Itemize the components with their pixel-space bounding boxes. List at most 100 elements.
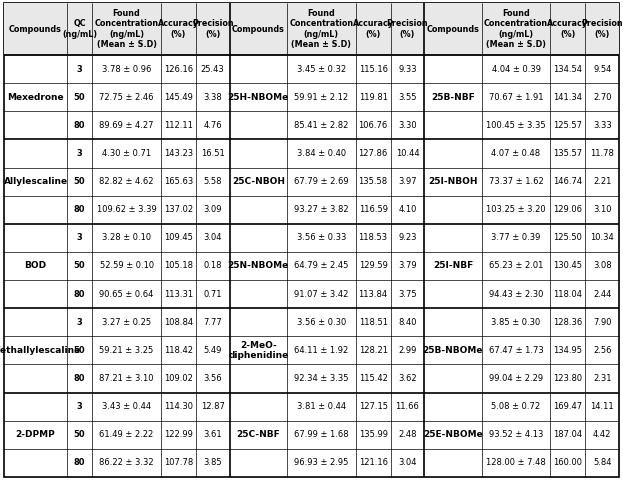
Text: 113.31: 113.31 [164, 289, 193, 299]
Text: 0.71: 0.71 [204, 289, 222, 299]
Text: 113.84: 113.84 [359, 289, 388, 299]
Text: 3.09: 3.09 [204, 205, 222, 214]
Text: 118.04: 118.04 [553, 289, 583, 299]
Text: 4.30 ± 0.71: 4.30 ± 0.71 [102, 149, 151, 158]
Text: 5.58: 5.58 [204, 177, 222, 186]
Text: 25C-NBF: 25C-NBF [236, 430, 280, 439]
Text: Found
Concentration
(ng/mL)
(Mean ± S.D): Found Concentration (ng/mL) (Mean ± S.D) [289, 9, 353, 49]
Text: 3: 3 [77, 149, 82, 158]
Text: 16.51: 16.51 [201, 149, 225, 158]
Bar [4, 3, 619, 55]
Text: 9.33: 9.33 [398, 65, 417, 73]
Text: 118.51: 118.51 [359, 318, 388, 327]
Text: 5.84: 5.84 [593, 458, 611, 468]
Text: 119.81: 119.81 [359, 93, 388, 102]
Text: 125.57: 125.57 [553, 121, 583, 130]
Text: 72.75 ± 2.46: 72.75 ± 2.46 [99, 93, 154, 102]
Text: Precision
(%): Precision (%) [581, 19, 623, 39]
Text: 93.27 ± 3.82: 93.27 ± 3.82 [294, 205, 349, 214]
Text: 9.23: 9.23 [398, 233, 417, 242]
Text: 3.85 ± 0.30: 3.85 ± 0.30 [492, 318, 541, 327]
Text: Methallylescaline: Methallylescaline [0, 346, 80, 355]
Text: 8.40: 8.40 [398, 318, 417, 327]
Text: Compounds: Compounds [427, 24, 480, 34]
Text: 129.59: 129.59 [359, 262, 388, 271]
Text: 128.36: 128.36 [553, 318, 583, 327]
Text: 3.62: 3.62 [398, 374, 417, 383]
Text: 67.79 ± 2.69: 67.79 ± 2.69 [294, 177, 349, 186]
Text: 25I-NBOH: 25I-NBOH [428, 177, 478, 186]
Text: 93.52 ± 4.13: 93.52 ± 4.13 [489, 430, 543, 439]
Text: 187.04: 187.04 [553, 430, 583, 439]
Text: 3: 3 [77, 318, 82, 327]
Text: 25H-NBOMe: 25H-NBOMe [227, 93, 289, 102]
Text: Allylescaline: Allylescaline [4, 177, 67, 186]
Text: 80: 80 [74, 289, 85, 299]
Text: 118.53: 118.53 [359, 233, 388, 242]
Text: Precision
(%): Precision (%) [192, 19, 234, 39]
Text: 3.75: 3.75 [398, 289, 417, 299]
Text: 128.00 ± 7.48: 128.00 ± 7.48 [486, 458, 546, 468]
Text: 2.48: 2.48 [398, 430, 417, 439]
Text: 80: 80 [74, 374, 85, 383]
Text: 3.27 ± 0.25: 3.27 ± 0.25 [102, 318, 151, 327]
Text: 94.43 ± 2.30: 94.43 ± 2.30 [489, 289, 543, 299]
Text: 160.00: 160.00 [553, 458, 583, 468]
Text: 135.99: 135.99 [359, 430, 388, 439]
Text: 3.56 ± 0.33: 3.56 ± 0.33 [297, 233, 346, 242]
Text: 105.18: 105.18 [164, 262, 193, 271]
Text: 7.77: 7.77 [203, 318, 222, 327]
Text: 52.59 ± 0.10: 52.59 ± 0.10 [100, 262, 154, 271]
Text: 59.21 ± 3.25: 59.21 ± 3.25 [100, 346, 154, 355]
Text: 82.82 ± 4.62: 82.82 ± 4.62 [99, 177, 154, 186]
Text: Mexedrone: Mexedrone [7, 93, 64, 102]
Text: 2.44: 2.44 [593, 289, 611, 299]
Text: 107.78: 107.78 [164, 458, 193, 468]
Text: 126.16: 126.16 [164, 65, 193, 73]
Text: 108.84: 108.84 [164, 318, 193, 327]
Text: 4.04 ± 0.39: 4.04 ± 0.39 [492, 65, 541, 73]
Text: 80: 80 [74, 205, 85, 214]
Text: 50: 50 [74, 430, 85, 439]
Text: 100.45 ± 3.35: 100.45 ± 3.35 [486, 121, 546, 130]
Text: 5.49: 5.49 [204, 346, 222, 355]
Text: 3.85: 3.85 [204, 458, 222, 468]
Text: 25.43: 25.43 [201, 65, 225, 73]
Text: 2.99: 2.99 [398, 346, 417, 355]
Text: BOD: BOD [24, 262, 47, 271]
Text: 80: 80 [74, 121, 85, 130]
Text: 3: 3 [77, 65, 82, 73]
Text: 25E-NBOMe: 25E-NBOMe [423, 430, 483, 439]
Text: 3.04: 3.04 [398, 458, 417, 468]
Text: QC
(ng/mL): QC (ng/mL) [62, 19, 97, 39]
Text: 59.91 ± 2.12: 59.91 ± 2.12 [294, 93, 348, 102]
Text: 141.34: 141.34 [553, 93, 583, 102]
Text: 112.11: 112.11 [164, 121, 193, 130]
Text: 96.93 ± 2.95: 96.93 ± 2.95 [294, 458, 348, 468]
Text: 169.47: 169.47 [553, 402, 583, 411]
Text: 143.23: 143.23 [164, 149, 193, 158]
Text: Compounds: Compounds [232, 24, 285, 34]
Text: 2.70: 2.70 [593, 93, 611, 102]
Text: 130.45: 130.45 [553, 262, 583, 271]
Text: 25I-NBF: 25I-NBF [433, 262, 473, 271]
Text: 50: 50 [74, 262, 85, 271]
Text: 25N-NBOMe: 25N-NBOMe [227, 262, 289, 271]
Text: 135.57: 135.57 [553, 149, 583, 158]
Text: 106.76: 106.76 [358, 121, 388, 130]
Text: 25C-NBOH: 25C-NBOH [232, 177, 285, 186]
Text: 50: 50 [74, 346, 85, 355]
Text: 129.06: 129.06 [553, 205, 583, 214]
Text: 87.21 ± 3.10: 87.21 ± 3.10 [99, 374, 154, 383]
Text: 67.99 ± 1.68: 67.99 ± 1.68 [294, 430, 349, 439]
Text: Precision
(%): Precision (%) [387, 19, 428, 39]
Text: 116.59: 116.59 [359, 205, 388, 214]
Text: 61.49 ± 2.22: 61.49 ± 2.22 [100, 430, 154, 439]
Text: 127.15: 127.15 [359, 402, 388, 411]
Text: 91.07 ± 3.42: 91.07 ± 3.42 [294, 289, 348, 299]
Text: 50: 50 [74, 177, 85, 186]
Text: 109.45: 109.45 [164, 233, 193, 242]
Text: 7.90: 7.90 [593, 318, 611, 327]
Text: 3.79: 3.79 [398, 262, 417, 271]
Text: 146.74: 146.74 [553, 177, 583, 186]
